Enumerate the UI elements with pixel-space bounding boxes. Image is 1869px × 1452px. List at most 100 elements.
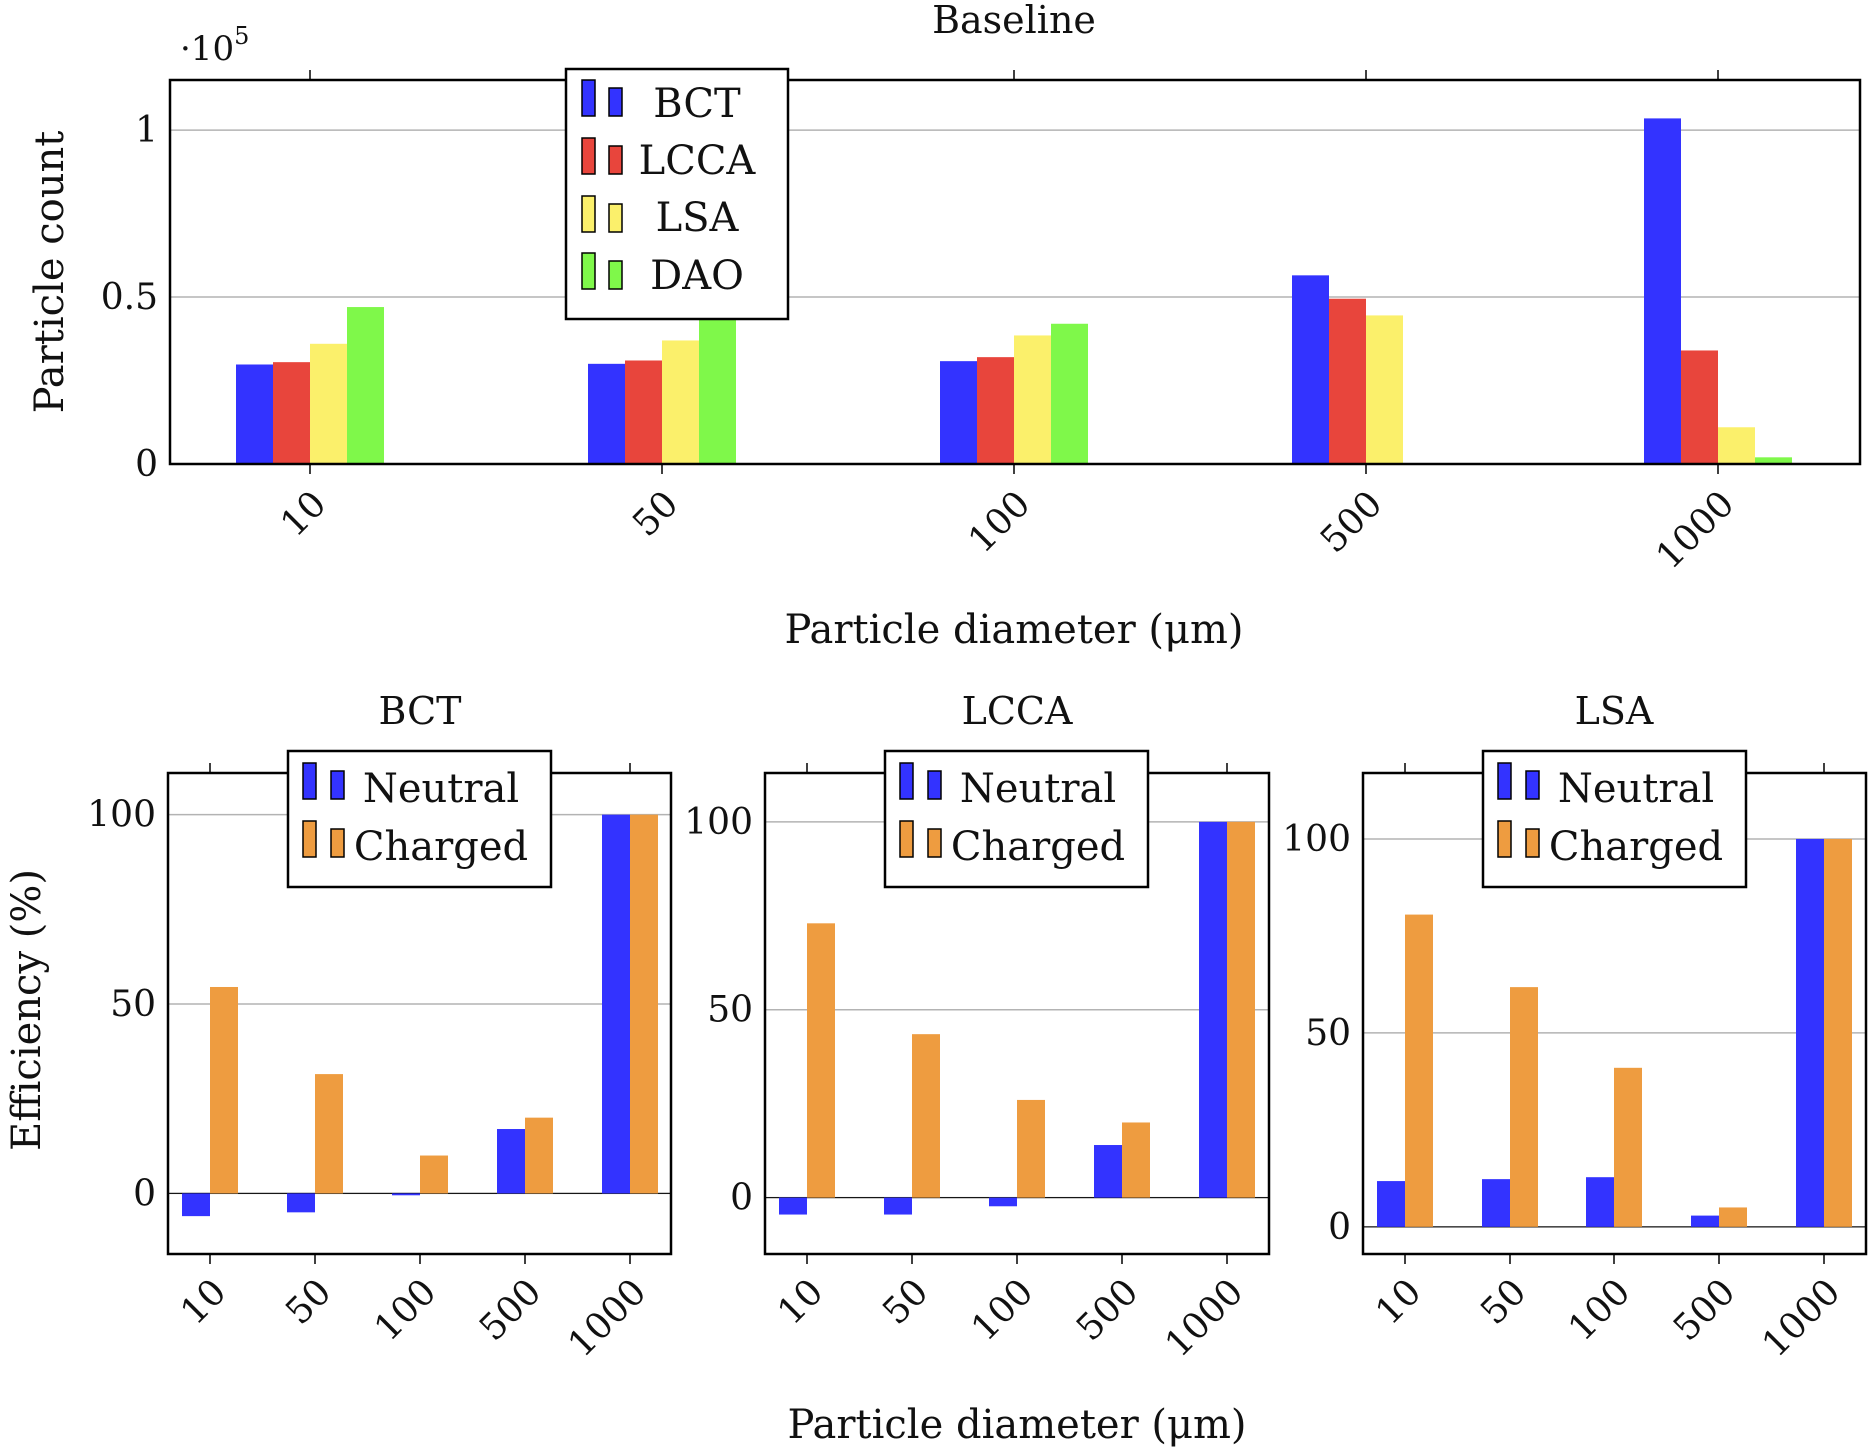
baseline-legend-swatch-lsa-b [608, 203, 623, 233]
lcca-bar-charged-50 [912, 1034, 940, 1198]
lcca-legend-swatch-charged-a [899, 820, 914, 858]
lsa-bar-neutral-50 [1482, 1179, 1510, 1227]
lcca-ytick-label: 0 [730, 1178, 753, 1219]
lcca-bar-neutral-10 [779, 1197, 807, 1215]
lcca-bar-neutral-1000 [1199, 821, 1227, 1198]
lsa-legend-swatch-charged-a [1497, 820, 1512, 858]
shared-xlabel: Particle diameter (μm) [787, 1402, 1246, 1448]
lsa-bars [1377, 838, 1852, 1227]
lcca-xtick-label: 10 [770, 1271, 831, 1332]
lsa-bar-charged-500 [1719, 1207, 1747, 1227]
lcca-bars [779, 821, 1255, 1215]
baseline-xtick-label: 1000 [1649, 483, 1743, 577]
baseline-legend-swatch-lsa-a [581, 195, 596, 233]
lcca-bar-neutral-100 [989, 1197, 1017, 1207]
bct-ytick-label: 0 [133, 1173, 156, 1214]
lsa-title: LSA [1575, 689, 1654, 733]
baseline-bar-bct-10 [236, 364, 273, 464]
lcca-bar-charged-1000 [1227, 821, 1255, 1198]
lcca-bar-charged-500 [1122, 1122, 1150, 1198]
bct-title: BCT [378, 689, 461, 733]
baseline-bar-lsa-500 [1366, 315, 1403, 464]
baseline-bar-dao-50 [699, 313, 736, 464]
lcca-bar-charged-100 [1017, 1099, 1045, 1198]
lsa-bar-charged-50 [1510, 987, 1538, 1227]
baseline-xtick-label: 500 [1313, 483, 1391, 561]
lcca-bar-neutral-500 [1094, 1145, 1122, 1198]
bct-bar-charged-100 [420, 1155, 448, 1194]
baseline-legend-swatch-bct-a [581, 79, 596, 117]
bct-xtick-label: 10 [173, 1271, 234, 1332]
bct-xtick-label: 1000 [561, 1271, 655, 1365]
baseline-bar-dao-10 [347, 307, 384, 464]
baseline-ytick-label: 1 [135, 110, 158, 151]
bct-legend-swatch-charged-a [302, 820, 317, 858]
baseline-ylabel: Particle count [27, 131, 73, 414]
baseline-bar-bct-1000 [1644, 118, 1681, 465]
baseline-bar-lsa-100 [1014, 335, 1051, 464]
baseline-bar-dao-100 [1051, 323, 1088, 464]
lsa-bar-neutral-500 [1691, 1215, 1719, 1227]
lsa-xtick-label: 1000 [1755, 1271, 1849, 1365]
bct-legend: Neutral Charged [286, 749, 553, 889]
lcca-ytick-label: 50 [707, 990, 753, 1031]
lcca-legend-swatch-neutral-b [927, 770, 942, 800]
baseline-legend-label-lsa: LSA [656, 195, 740, 241]
baseline-bar-lcca-1000 [1681, 350, 1718, 464]
baseline-legend-label-dao: DAO [650, 253, 744, 299]
baseline-ytick-label: 0 [135, 444, 158, 485]
baseline-legend: BCT LCCA LSA DAO [564, 67, 790, 321]
lsa-ytick-label: 50 [1305, 1013, 1351, 1054]
bct-bar-charged-10 [210, 986, 238, 1194]
lsa-bar-neutral-10 [1377, 1181, 1405, 1227]
bct-bar-charged-1000 [630, 814, 658, 1194]
lsa-bar-charged-10 [1405, 914, 1433, 1227]
baseline-chart: Baseline ·105 0 0.5 1 10 50 100 500 1000 Partic… [27, 0, 1862, 653]
baseline-bar-lcca-10 [273, 362, 310, 464]
baseline-ticks: 0 0.5 1 10 50 100 500 1000 [101, 70, 1743, 577]
lcca-legend-label-charged: Charged [951, 824, 1125, 870]
baseline-legend-swatch-dao-b [608, 260, 623, 290]
lsa-bar-charged-100 [1614, 1067, 1642, 1227]
bct-bars [182, 814, 658, 1217]
baseline-legend-swatch-dao-a [581, 252, 596, 290]
bct-ylabel: Efficiency (%) [4, 869, 50, 1151]
lsa-legend-label-charged: Charged [1549, 824, 1723, 870]
lcca-legend: Neutral Charged [883, 749, 1150, 889]
bct-bar-charged-500 [525, 1117, 553, 1194]
baseline-bar-lcca-500 [1329, 298, 1366, 464]
lcca-legend-label-neutral: Neutral [960, 766, 1116, 812]
lcca-ytick-label: 100 [684, 802, 753, 843]
bct-legend-label-neutral: Neutral [363, 766, 519, 812]
bct-xtick-label: 100 [367, 1271, 445, 1349]
baseline-xlabel: Particle diameter (μm) [784, 607, 1243, 653]
bct-ytick-label: 100 [87, 795, 156, 836]
bct-bar-neutral-1000 [602, 814, 630, 1194]
baseline-legend-swatch-lcca-b [608, 145, 623, 175]
lcca-xtick-label: 50 [875, 1271, 936, 1332]
lsa-legend-swatch-charged-b [1525, 828, 1540, 858]
baseline-legend-label-lcca: LCCA [639, 138, 757, 184]
bct-bar-neutral-10 [182, 1193, 210, 1217]
baseline-legend-swatch-bct-b [608, 87, 623, 117]
lcca-bar-neutral-50 [884, 1197, 912, 1215]
baseline-title: Baseline [932, 0, 1096, 42]
bct-legend-label-charged: Charged [354, 824, 528, 870]
baseline-bars [236, 118, 1792, 465]
lsa-bar-neutral-100 [1586, 1177, 1614, 1227]
baseline-scale-base: ·10 [180, 29, 234, 69]
lsa-legend-label-neutral: Neutral [1558, 766, 1714, 812]
lcca-legend-swatch-neutral-a [899, 762, 914, 800]
lsa-xtick-label: 100 [1561, 1271, 1639, 1349]
baseline-legend-label-bct: BCT [653, 81, 741, 127]
lcca-chart: LCCA 0 50 100 10 50 100 500 1000 Neutral Charge… [684, 689, 1271, 1365]
baseline-ytick-label: 0.5 [101, 277, 158, 318]
bct-xtick-label: 500 [472, 1271, 550, 1349]
baseline-xtick-label: 50 [625, 483, 686, 544]
lcca-bar-charged-10 [807, 923, 835, 1198]
baseline-bar-lsa-1000 [1718, 427, 1755, 464]
baseline-bar-lcca-50 [625, 360, 662, 464]
baseline-bar-dao-1000 [1755, 457, 1792, 464]
